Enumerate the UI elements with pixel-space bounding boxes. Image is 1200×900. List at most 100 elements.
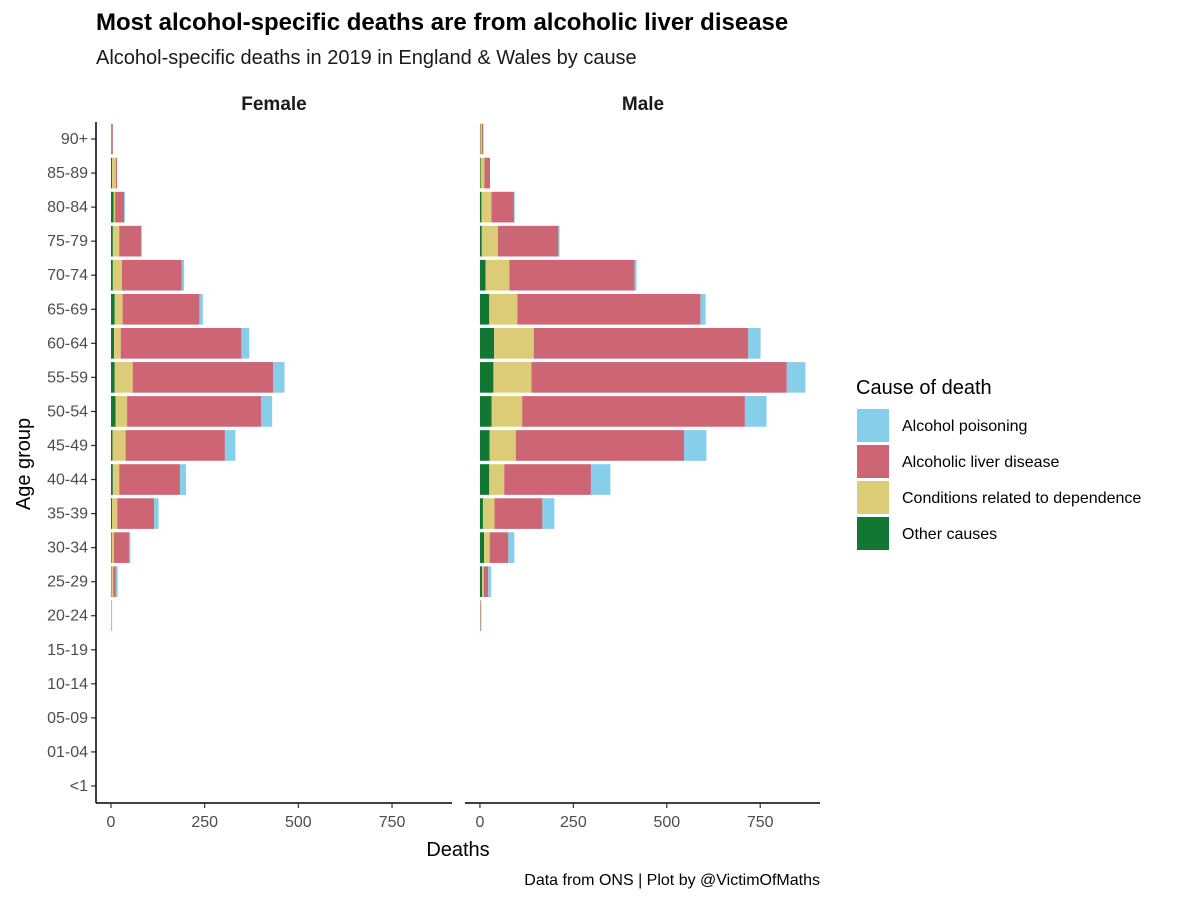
- bar-male-alcohol-poisoning: Male 50-54 — Alcohol poisoning: 58: [744, 396, 767, 427]
- x-tick-label: 250: [191, 814, 218, 831]
- legend-label-alcohol-poisoning: Alcohol poisoning: [902, 418, 1027, 435]
- bar-male-alcohol-poisoning: Male 55-59 — Alcohol poisoning: 50: [786, 362, 806, 393]
- y-tick-label: 80-84: [47, 199, 88, 216]
- bar-male-conditions-related-to-dependence: Male 65-69 — Conditions related to depen…: [489, 293, 518, 325]
- legend-title: Cause of death: [856, 377, 992, 399]
- bar-male-alcoholic-liver-disease: Male 90+ — Alcoholic liver disease: 4: [481, 123, 484, 155]
- bar-male-conditions-related-to-dependence: Male 60-64 — Conditions related to depen…: [494, 328, 534, 359]
- bar-female-alcohol-poisoning: Female 25-29 — Alcohol poisoning: 5: [115, 566, 118, 597]
- bar-male-other-causes: Male 40-44 — Other causes: 25: [479, 464, 490, 495]
- bar-male-other-causes: Male 30-34 — Other causes: 11: [479, 532, 485, 563]
- bar-male-alcoholic-liver-disease: Male 55-59 — Alcoholic liver disease: 68…: [531, 362, 787, 393]
- caption: Data from ONS | Plot by @VictimOfMaths: [524, 872, 820, 889]
- bar-male-conditions-related-to-dependence: Male 50-54 — Conditions related to depen…: [491, 396, 523, 427]
- y-tick-label: 20-24: [47, 608, 88, 625]
- bar-female-conditions-related-to-dependence: Female 50-54 — Conditions related to dep…: [115, 396, 128, 427]
- bar-female-other-causes: Female 30-34 — Other causes: 2: [110, 532, 112, 563]
- bar-female-alcoholic-liver-disease: Female 85-89 — Alcoholic liver disease: …: [115, 157, 117, 189]
- bar-female-other-causes: Female 40-44 — Other causes: 5: [110, 464, 113, 495]
- bar-female-conditions-related-to-dependence: Female 55-59 — Conditions related to dep…: [114, 362, 133, 393]
- bar-male-alcohol-poisoning: Male 65-69 — Alcohol poisoning: 14: [700, 293, 706, 325]
- y-tick-label: <1: [70, 778, 88, 795]
- bar-male-other-causes: Male 85-89 — Other causes: 2: [479, 157, 481, 189]
- bar-female-conditions-related-to-dependence: Female 70-74 — Conditions related to dep…: [112, 259, 122, 291]
- bar-female-conditions-related-to-dependence: Female 90+ — Conditions related to depen…: [111, 123, 113, 155]
- bar-male-conditions-related-to-dependence: Male 30-34 — Conditions related to depen…: [484, 532, 490, 563]
- y-tick-label: 40-44: [47, 472, 88, 489]
- bar-female-other-causes: Female 70-74 — Other causes: 5: [110, 259, 113, 291]
- y-tick-label: 30-34: [47, 540, 88, 557]
- legend: Cause of death Alcohol poisoning Alcoholi…: [856, 377, 1141, 550]
- bar-male-alcohol-poisoning: Male 80-84 — Alcohol poisoning: 1: [513, 191, 515, 223]
- y-tick-label: 45-49: [47, 437, 88, 454]
- x-axis-ticks: 0 250 500 750 0 250 500 750: [107, 803, 774, 831]
- bar-female-other-causes: Female 85-89 — Other causes: 3: [110, 157, 113, 189]
- bar-male-conditions-related-to-dependence: Male 25-29 — Conditions related to depen…: [482, 566, 484, 597]
- bar-male-conditions-related-to-dependence: Male 40-44 — Conditions related to depen…: [489, 464, 505, 495]
- y-axis-title: Age group: [13, 418, 35, 510]
- bar-female-alcoholic-liver-disease: Female 70-74 — Alcoholic liver disease: …: [121, 259, 182, 291]
- bar-female-alcoholic-liver-disease: Female 65-69 — Alcoholic liver disease: …: [122, 293, 200, 325]
- legend-swatch-other-causes: [857, 517, 889, 550]
- bar-male-alcoholic-liver-disease: Male 50-54 — Alcoholic liver disease: 59…: [522, 396, 745, 427]
- y-tick-label: 25-29: [47, 574, 88, 591]
- bar-male-alcohol-poisoning: Male 60-64 — Alcohol poisoning: 33: [748, 328, 761, 359]
- y-tick-label: 55-59: [47, 369, 88, 386]
- bar-male-alcoholic-liver-disease: Male 25-29 — Alcoholic liver disease: 12: [483, 566, 489, 597]
- y-tick-label: 85-89: [47, 165, 88, 182]
- bar-female-alcohol-poisoning: Female 70-74 — Alcohol poisoning: 6: [181, 259, 185, 291]
- bar-male-conditions-related-to-dependence: Male 80-84 — Conditions related to depen…: [481, 191, 492, 223]
- y-tick-label: 15-19: [47, 642, 88, 659]
- bar-female-alcoholic-liver-disease: Female 40-44 — Alcoholic liver disease: …: [119, 464, 180, 495]
- bar-male-alcohol-poisoning: Male 70-74 — Alcohol poisoning: 5: [634, 259, 637, 291]
- bar-male-alcoholic-liver-disease: Male 45-49 — Alcoholic liver disease: 45…: [515, 430, 684, 461]
- bar-male-alcohol-poisoning: Male 45-49 — Alcohol poisoning: 60: [683, 430, 707, 461]
- bar-male-alcohol-poisoning: Male 30-34 — Alcohol poisoning: 16: [508, 532, 515, 563]
- bar-male-other-causes: Male 80-84 — Other causes: 4: [479, 191, 482, 223]
- legend-label-other-causes: Other causes: [902, 526, 997, 543]
- bar-male-conditions-related-to-dependence: Male 75-79 — Conditions related to depen…: [481, 225, 498, 257]
- bar-male-alcoholic-liver-disease: Male 80-84 — Alcoholic liver disease: 60: [491, 191, 514, 223]
- bar-female-alcoholic-liver-disease: Female 55-59 — Alcoholic liver disease: …: [132, 362, 274, 393]
- bar-male-other-causes: Male 60-64 — Other causes: 38: [479, 328, 495, 359]
- bar-female-alcohol-poisoning: Female 40-44 — Alcohol poisoning: 16: [179, 464, 186, 495]
- legend-swatch-conditions-related-to-dependence: [857, 481, 889, 514]
- bar-male-other-causes: Male 25-29 — Other causes: 6: [479, 566, 483, 597]
- bar-female-alcohol-poisoning: Female 55-59 — Alcohol poisoning: 30: [273, 362, 285, 393]
- bar-female-conditions-related-to-dependence: Female 80-84 — Conditions related to dep…: [113, 191, 116, 223]
- bar-female-alcohol-poisoning: Female 45-49 — Alcohol poisoning: 28: [224, 430, 236, 461]
- y-tick-label: 10-14: [47, 676, 88, 693]
- legend-swatch-alcoholic-liver-disease: [857, 445, 889, 478]
- bar-female-conditions-related-to-dependence: Female 65-69 — Conditions related to dep…: [114, 293, 123, 325]
- bar-male-other-causes: Male 75-79 — Other causes: 5: [479, 225, 482, 257]
- x-tick-label: 750: [747, 814, 774, 831]
- bar-female-alcoholic-liver-disease: Female 25-29 — Alcoholic liver disease: …: [113, 566, 116, 597]
- bar-female-alcohol-poisoning: Female 75-79 — Alcohol poisoning: 2: [140, 225, 142, 257]
- chart-title: Most alcohol-specific deaths are from al…: [96, 9, 788, 36]
- bar-male-conditions-related-to-dependence: Male 35-39 — Conditions related to depen…: [482, 498, 495, 529]
- bar-male-alcohol-poisoning: Male 35-39 — Alcohol poisoning: 32: [542, 498, 555, 529]
- bar-female-alcohol-poisoning: Female 50-54 — Alcohol poisoning: 29: [261, 396, 273, 427]
- bar-female-alcoholic-liver-disease: Female 30-34 — Alcoholic liver disease: …: [113, 532, 129, 563]
- bar-female-alcohol-poisoning: Female 20-24 — Alcohol poisoning: 3: [110, 600, 113, 632]
- y-tick-label: 90+: [61, 131, 88, 148]
- bar-female-alcoholic-liver-disease: Female 75-79 — Alcoholic liver disease: …: [119, 225, 141, 257]
- panel-label-male: Male: [622, 94, 664, 115]
- y-tick-label: 75-79: [47, 233, 88, 250]
- bar-male-alcoholic-liver-disease: Male 85-89 — Alcoholic liver disease: 15: [484, 157, 491, 189]
- bar-male-other-causes: Male 55-59 — Other causes: 36: [479, 362, 494, 393]
- bar-male-other-causes: Male 70-74 — Other causes: 15: [479, 259, 486, 291]
- legend-swatch-alcohol-poisoning: [857, 409, 889, 442]
- bar-female-alcoholic-liver-disease: Female 45-49 — Alcoholic liver disease: …: [125, 430, 225, 461]
- bar-male-alcoholic-liver-disease: Male 65-69 — Alcoholic liver disease: 49…: [517, 293, 701, 325]
- bar-female-alcohol-poisoning: Female 80-84 — Alcohol poisoning: 1: [124, 191, 125, 223]
- bar-female-conditions-related-to-dependence: Female 60-64 — Conditions related to dep…: [113, 328, 121, 359]
- bar-female-alcohol-poisoning: Female 30-34 — Alcohol poisoning: 4: [128, 532, 131, 563]
- bar-male-alcohol-poisoning: Male 40-44 — Alcohol poisoning: 52: [590, 464, 611, 495]
- bar-male-conditions-related-to-dependence: Male 85-89 — Conditions related to depen…: [480, 157, 485, 189]
- y-tick-label: 70-74: [47, 267, 88, 284]
- bar-female-alcoholic-liver-disease: Female 60-64 — Alcoholic liver disease: …: [120, 328, 242, 359]
- x-tick-label: 500: [653, 814, 680, 831]
- bar-male-conditions-related-to-dependence: Male 90+ — Conditions related to depende…: [480, 123, 482, 155]
- bar-female-conditions-related-to-dependence: Female 25-29 — Conditions related to dep…: [111, 566, 114, 597]
